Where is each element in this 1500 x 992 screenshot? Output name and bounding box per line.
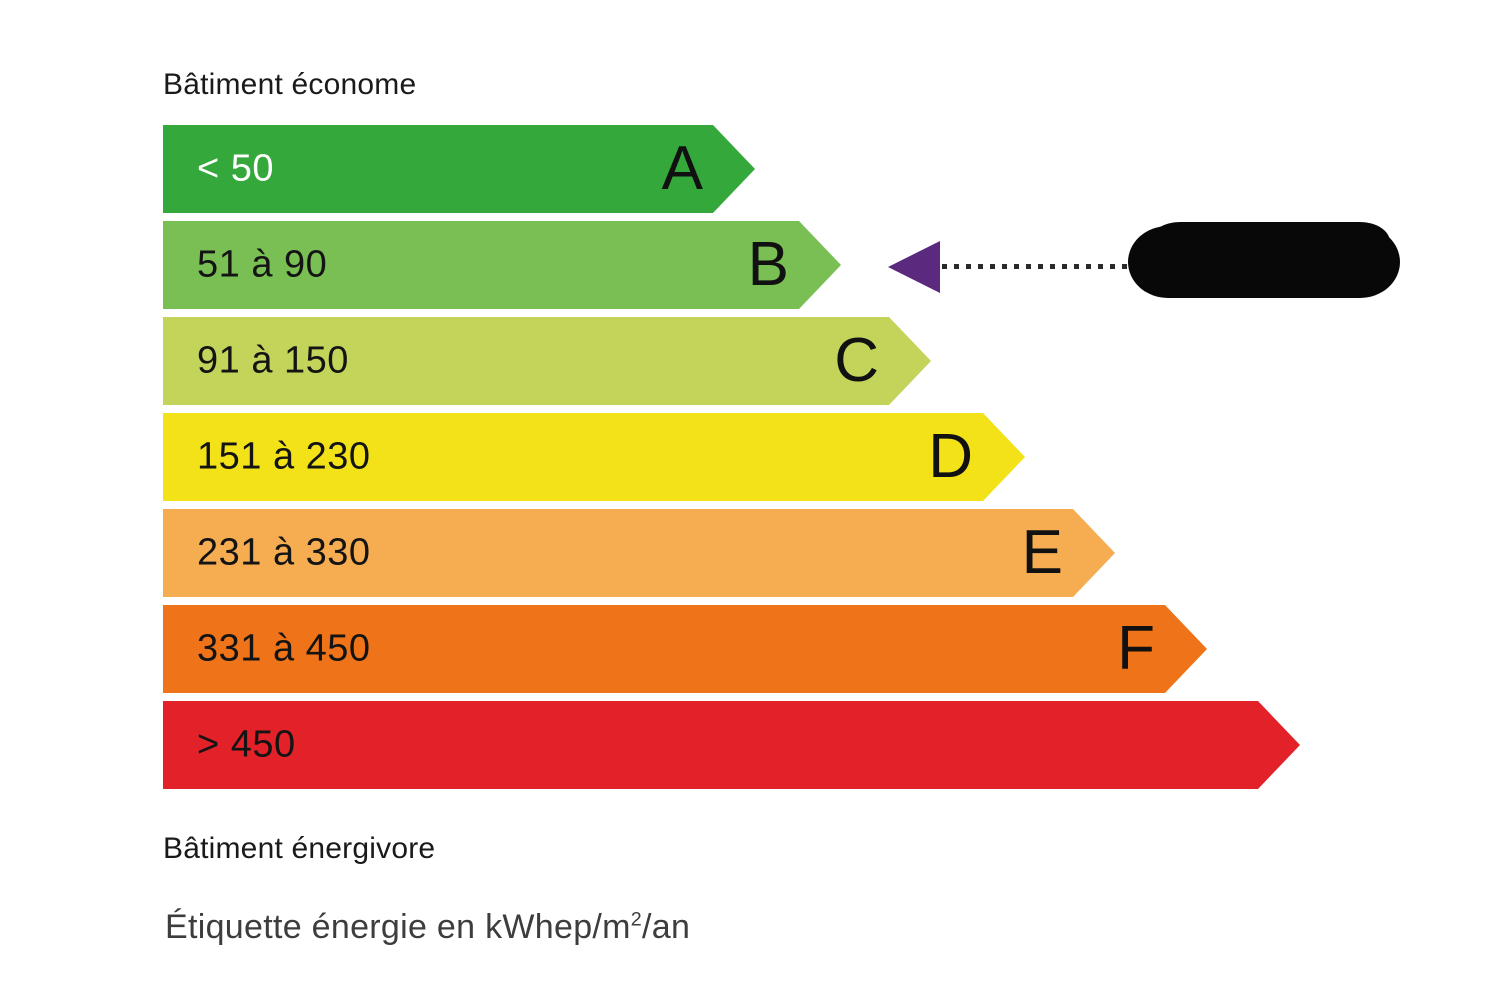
redacted-value-blob <box>1128 222 1400 298</box>
energy-class-bar-shape <box>163 701 1300 789</box>
energy-class-bar-shape <box>163 221 841 309</box>
energy-class-letter-e: E <box>1021 518 1063 587</box>
energy-class-range-label: > 450 <box>197 723 296 766</box>
energy-class-letter-f: F <box>1117 614 1155 683</box>
energy-class-bar-shape <box>163 125 755 213</box>
energy-class-row-d: 151 à 230 D <box>163 413 1025 501</box>
pointer-dotted-leader-line <box>942 264 1132 269</box>
energy-class-row-g: > 450 <box>163 701 1300 789</box>
energy-class-letter-b: B <box>747 230 789 299</box>
energy-class-range-label: 331 à 450 <box>197 627 371 670</box>
caption-energy-hungry-building: Bâtiment énergivore <box>163 832 436 865</box>
pointer-arrow-icon <box>888 241 940 293</box>
energy-class-bar-shape <box>163 413 1025 501</box>
energy-class-row-b: 51 à 90 B <box>163 221 841 309</box>
energy-class-bar-shape <box>163 605 1207 693</box>
energy-class-bar-shape <box>163 317 931 405</box>
energy-class-range-label: 151 à 230 <box>197 435 371 478</box>
legend-unit-prefix: Étiquette énergie en kWhep/m <box>165 908 631 946</box>
energy-class-letter-d: D <box>928 422 973 491</box>
energy-class-row-f: 331 à 450 F <box>163 605 1207 693</box>
energy-class-letter-c: C <box>834 326 879 395</box>
legend-unit-text: Étiquette énergie en kWhep/m2/an <box>165 908 690 947</box>
energy-class-row-a: < 50 A <box>163 125 755 213</box>
energy-class-range-label: 91 à 150 <box>197 339 349 382</box>
energy-class-range-label: 231 à 330 <box>197 531 371 574</box>
energy-class-row-e: 231 à 330 E <box>163 509 1115 597</box>
energy-class-letter-a: A <box>661 134 703 203</box>
legend-unit-exponent: 2 <box>630 908 643 931</box>
legend-unit-suffix: /an <box>642 908 691 946</box>
energy-class-bar-shape <box>163 509 1115 597</box>
caption-efficient-building: Bâtiment économe <box>163 68 417 101</box>
energy-class-row-c: 91 à 150 C <box>163 317 931 405</box>
energy-class-range-label: 51 à 90 <box>197 243 328 286</box>
energy-class-range-label: < 50 <box>197 147 275 190</box>
